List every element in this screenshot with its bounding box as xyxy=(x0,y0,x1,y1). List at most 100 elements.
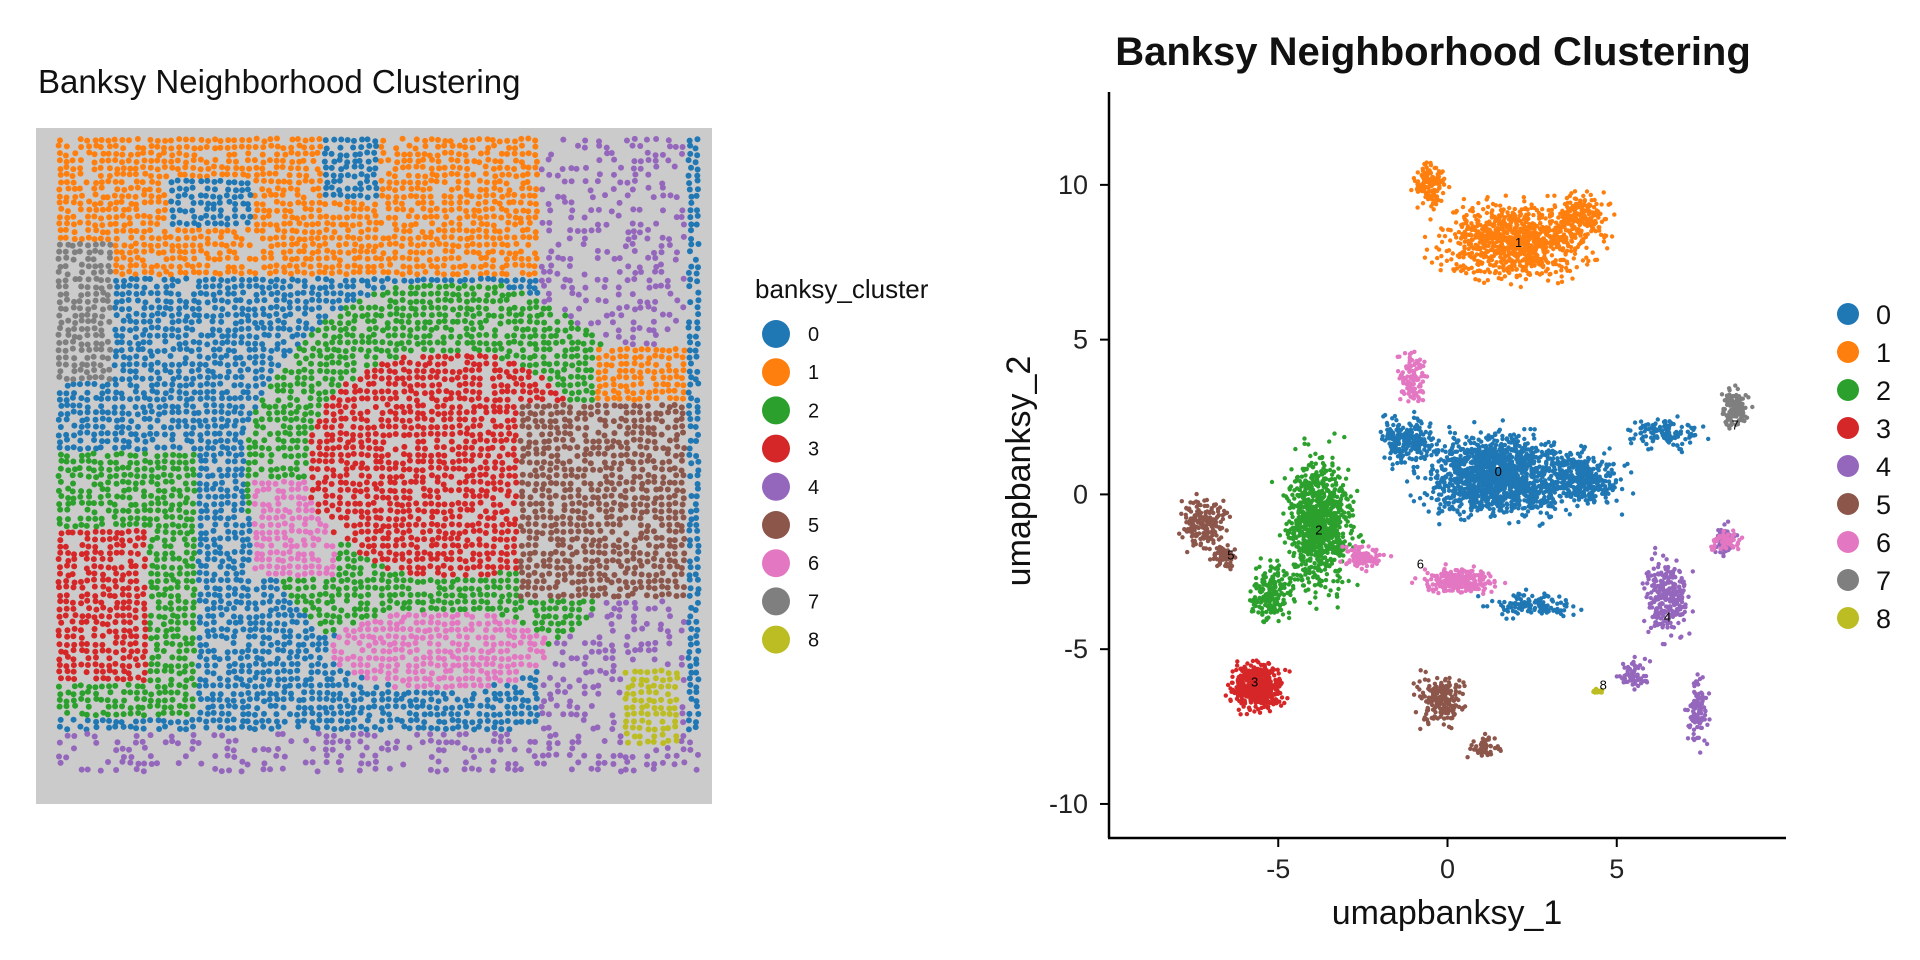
spatial-point xyxy=(98,277,105,284)
spatial-point xyxy=(370,331,377,338)
spatial-point xyxy=(694,626,701,633)
spatial-point xyxy=(406,157,413,164)
spatial-point xyxy=(230,691,237,698)
spatial-point xyxy=(491,711,498,718)
spatial-point xyxy=(414,173,421,180)
spatial-point xyxy=(149,387,156,394)
spatial-point xyxy=(462,380,469,387)
spatial-point xyxy=(385,269,392,276)
spatial-point xyxy=(253,177,260,184)
spatial-point xyxy=(251,726,258,733)
spatial-point xyxy=(616,305,623,312)
spatial-point xyxy=(113,389,120,396)
spatial-point xyxy=(119,464,126,471)
spatial-point xyxy=(692,347,699,354)
spatial-point xyxy=(380,709,387,716)
spatial-point xyxy=(568,214,575,221)
spatial-point xyxy=(177,564,184,571)
spatial-point xyxy=(231,304,238,311)
spatial-point xyxy=(517,219,524,226)
spatial-point xyxy=(645,303,652,310)
spatial-point xyxy=(380,269,387,276)
spatial-point xyxy=(307,395,314,402)
spatial-point xyxy=(294,136,301,143)
spatial-point xyxy=(659,347,666,354)
spatial-point xyxy=(520,333,527,340)
spatial-point xyxy=(224,550,231,557)
spatial-point xyxy=(55,683,62,690)
spatial-point xyxy=(441,142,448,149)
spatial-point xyxy=(238,471,245,478)
spatial-point xyxy=(203,173,210,180)
spatial-point xyxy=(687,381,694,388)
spatial-point xyxy=(98,179,105,186)
spatial-point xyxy=(98,438,105,445)
spatial-point xyxy=(351,697,358,704)
spatial-point xyxy=(545,640,552,647)
spatial-point xyxy=(477,436,484,443)
spatial-point xyxy=(184,530,191,537)
spatial-point xyxy=(454,739,461,746)
spatial-point xyxy=(449,282,456,289)
spatial-point xyxy=(76,381,83,388)
spatial-point xyxy=(665,606,672,613)
spatial-point xyxy=(71,249,78,256)
spatial-point xyxy=(287,410,294,417)
spatial-point xyxy=(203,250,210,257)
spatial-point xyxy=(302,150,309,157)
spatial-point xyxy=(344,718,351,725)
spatial-point xyxy=(204,543,211,550)
spatial-point xyxy=(175,423,182,430)
spatial-point xyxy=(328,619,335,626)
spatial-point xyxy=(286,599,293,606)
spatial-point xyxy=(302,304,309,311)
spatial-point xyxy=(55,347,62,354)
spatial-point xyxy=(112,205,119,212)
spatial-point xyxy=(210,613,217,620)
spatial-point xyxy=(281,403,288,410)
spatial-point xyxy=(484,149,491,156)
spatial-point xyxy=(154,571,161,578)
spatial-point xyxy=(189,326,196,333)
spatial-point xyxy=(127,256,134,263)
spatial-point xyxy=(93,340,100,347)
spatial-point xyxy=(687,641,694,648)
spatial-point xyxy=(569,284,576,291)
spatial-point xyxy=(167,394,174,401)
spatial-point xyxy=(216,585,223,592)
spatial-point xyxy=(99,206,106,213)
spatial-point xyxy=(406,332,413,339)
spatial-point xyxy=(457,429,464,436)
spatial-point xyxy=(223,242,230,249)
spatial-point xyxy=(490,248,497,255)
spatial-point xyxy=(146,213,153,220)
spatial-point xyxy=(182,558,189,565)
spatial-point xyxy=(547,389,554,396)
spatial-point xyxy=(391,332,398,339)
spatial-point xyxy=(239,569,246,576)
spatial-point xyxy=(240,704,247,711)
spatial-point xyxy=(210,201,217,208)
spatial-point xyxy=(372,430,379,437)
spatial-point xyxy=(274,151,281,158)
spatial-point xyxy=(309,296,316,303)
spatial-point xyxy=(118,390,125,397)
spatial-point xyxy=(308,424,315,431)
spatial-point xyxy=(176,136,183,143)
spatial-point xyxy=(385,578,392,585)
spatial-point xyxy=(364,368,371,375)
spatial-point xyxy=(169,654,176,661)
spatial-point xyxy=(625,649,632,656)
spatial-point xyxy=(198,760,205,767)
spatial-point xyxy=(441,277,448,284)
spatial-point xyxy=(56,439,63,446)
spatial-point xyxy=(398,718,405,725)
spatial-point xyxy=(631,158,638,165)
spatial-point xyxy=(499,292,506,299)
spatial-point xyxy=(350,725,357,732)
spatial-point xyxy=(303,165,310,172)
spatial-point xyxy=(482,353,489,360)
spatial-point xyxy=(356,151,363,158)
spatial-point xyxy=(190,424,197,431)
spatial-point xyxy=(280,264,287,271)
